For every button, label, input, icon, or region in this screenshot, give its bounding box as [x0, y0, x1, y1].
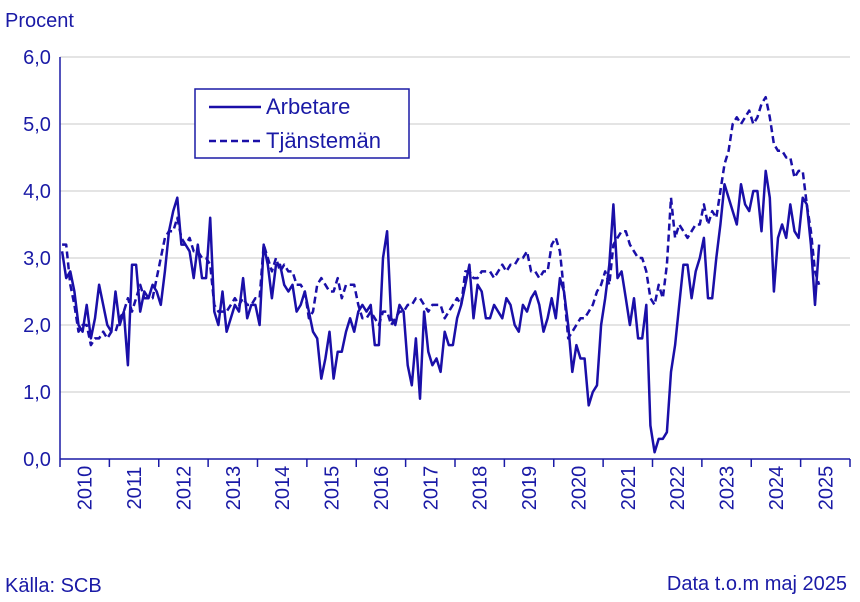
y-tick-labels: 0,0 1,0 2,0 3,0 4,0 5,0 6,0: [23, 47, 51, 471]
y-tick-label: 6,0: [23, 47, 51, 69]
x-tick-label: 2022: [667, 466, 689, 511]
source-note: Källa: SCB: [5, 575, 102, 597]
y-tick-label: 0,0: [23, 449, 51, 471]
y-tick-label: 1,0: [23, 382, 51, 404]
x-tick-label: 2020: [568, 466, 590, 511]
legend-box: [194, 88, 410, 159]
x-tick-label: 2019: [519, 466, 541, 511]
legend-label-arbetare: Arbetare: [266, 94, 350, 119]
x-tick-label: 2012: [173, 466, 195, 511]
y-tick-label: 2,0: [23, 315, 51, 337]
data-period-note: Data t.o.m maj 2025: [667, 573, 847, 595]
x-axis: [59, 57, 851, 467]
series-line-0: [60, 169, 821, 454]
x-tick-label: 2013: [223, 466, 245, 511]
legend: Arbetare Tjänstemän: [194, 88, 410, 159]
x-tick-label: 2017: [420, 466, 442, 511]
legend-label-tjansteman: Tjänstemän: [266, 128, 381, 153]
y-axis-title: Procent: [5, 10, 74, 32]
x-tick-label: 2018: [470, 466, 492, 511]
y-tick-label: 3,0: [23, 248, 51, 270]
y-tick-label: 4,0: [23, 181, 51, 203]
x-tick-label: 2015: [322, 466, 344, 511]
x-tick-label: 2025: [815, 466, 837, 511]
x-tick-label: 2021: [618, 466, 640, 511]
x-tick-label: 2024: [766, 466, 788, 511]
x-tick-label: 2010: [75, 466, 97, 511]
x-tick-label: 2014: [272, 466, 294, 511]
x-tick-labels: 2010 2011 2012 2013 2014 2015 2016 2017 2018 2019…: [75, 466, 838, 511]
x-tick-label: 2011: [124, 466, 146, 509]
x-tick-label: 2023: [717, 466, 739, 511]
series-lines: [60, 95, 821, 454]
x-tick-label: 2016: [371, 466, 393, 511]
y-tick-label: 5,0: [23, 114, 51, 136]
series-line-1: [62, 95, 821, 347]
